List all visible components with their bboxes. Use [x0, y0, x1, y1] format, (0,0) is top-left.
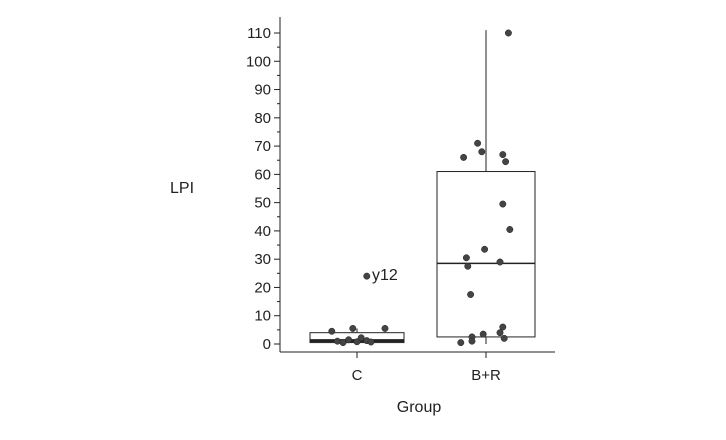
data-point [464, 262, 472, 270]
y-tick-label: 80 [254, 110, 271, 127]
y-tick-label: 60 [254, 166, 271, 183]
point-annotation: y12 [372, 267, 398, 284]
y-tick-label: 50 [254, 195, 271, 212]
y-tick-label: 0 [263, 336, 271, 353]
data-point [496, 329, 504, 337]
data-point [333, 337, 341, 345]
y-axis-title: LPI [170, 180, 194, 197]
data-point [460, 153, 468, 161]
data-point [457, 339, 465, 347]
data-point [353, 338, 361, 346]
data-point [345, 336, 353, 344]
y-tick-label: 40 [254, 223, 271, 240]
boxes [309, 30, 536, 344]
box-iqr [436, 171, 536, 338]
data-point [499, 323, 507, 331]
data-point [500, 334, 508, 342]
data-point [349, 325, 357, 332]
y-tick-label: 90 [254, 82, 271, 99]
x-axis-title: Group [397, 399, 442, 416]
y-axis: 0 10 20 30 40 50 60 70 80 90 100 110 [246, 17, 281, 353]
y-tick-label: 20 [254, 279, 271, 296]
data-point [357, 334, 365, 342]
y-tick-label: 110 [247, 25, 271, 42]
data-point [496, 258, 504, 266]
data-point [481, 245, 489, 253]
data-point [504, 29, 512, 37]
data-point [381, 325, 389, 332]
data-point [499, 151, 507, 159]
data-points [328, 29, 514, 347]
data-point [467, 291, 475, 298]
x-tick-label: B+R [471, 367, 501, 384]
annotations: y12 [372, 267, 398, 284]
data-point [506, 226, 514, 233]
box-1 [436, 30, 536, 344]
data-point [499, 200, 507, 208]
y-tick-label: 70 [254, 138, 271, 155]
data-point [502, 158, 510, 166]
data-point [474, 139, 482, 147]
y-tick-label: 100 [246, 53, 271, 70]
data-point [339, 339, 347, 347]
data-point [478, 148, 486, 156]
data-point [363, 272, 371, 280]
x-tick-label: C [352, 367, 363, 384]
data-point [462, 254, 470, 262]
data-point [367, 338, 375, 346]
data-point [328, 327, 336, 335]
y-tick-label: 10 [254, 308, 271, 325]
x-axis: C B+R [280, 351, 555, 384]
data-point [468, 337, 476, 345]
y-tick-label: 30 [254, 251, 271, 268]
data-point [479, 330, 487, 338]
